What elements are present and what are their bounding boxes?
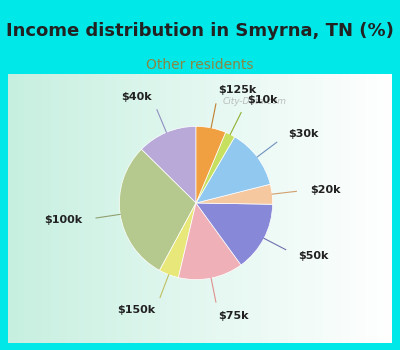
Text: $50k: $50k [298, 251, 328, 261]
Text: $40k: $40k [121, 92, 152, 102]
Text: City-Data.com: City-Data.com [222, 97, 286, 106]
Text: $20k: $20k [310, 185, 341, 195]
Text: $100k: $100k [44, 215, 82, 225]
Text: Income distribution in Smyrna, TN (%): Income distribution in Smyrna, TN (%) [6, 22, 394, 40]
Text: $125k: $125k [219, 85, 257, 95]
Wedge shape [196, 184, 273, 204]
Text: $75k: $75k [219, 311, 249, 321]
Wedge shape [119, 149, 196, 270]
Wedge shape [196, 126, 226, 203]
Wedge shape [196, 203, 272, 265]
Wedge shape [196, 137, 270, 203]
Text: $150k: $150k [117, 306, 155, 315]
Wedge shape [141, 126, 196, 203]
Wedge shape [196, 132, 235, 203]
Text: $30k: $30k [288, 129, 318, 139]
Text: Other residents: Other residents [146, 58, 254, 72]
Wedge shape [160, 203, 196, 278]
Wedge shape [178, 203, 241, 280]
Text: $10k: $10k [247, 95, 278, 105]
